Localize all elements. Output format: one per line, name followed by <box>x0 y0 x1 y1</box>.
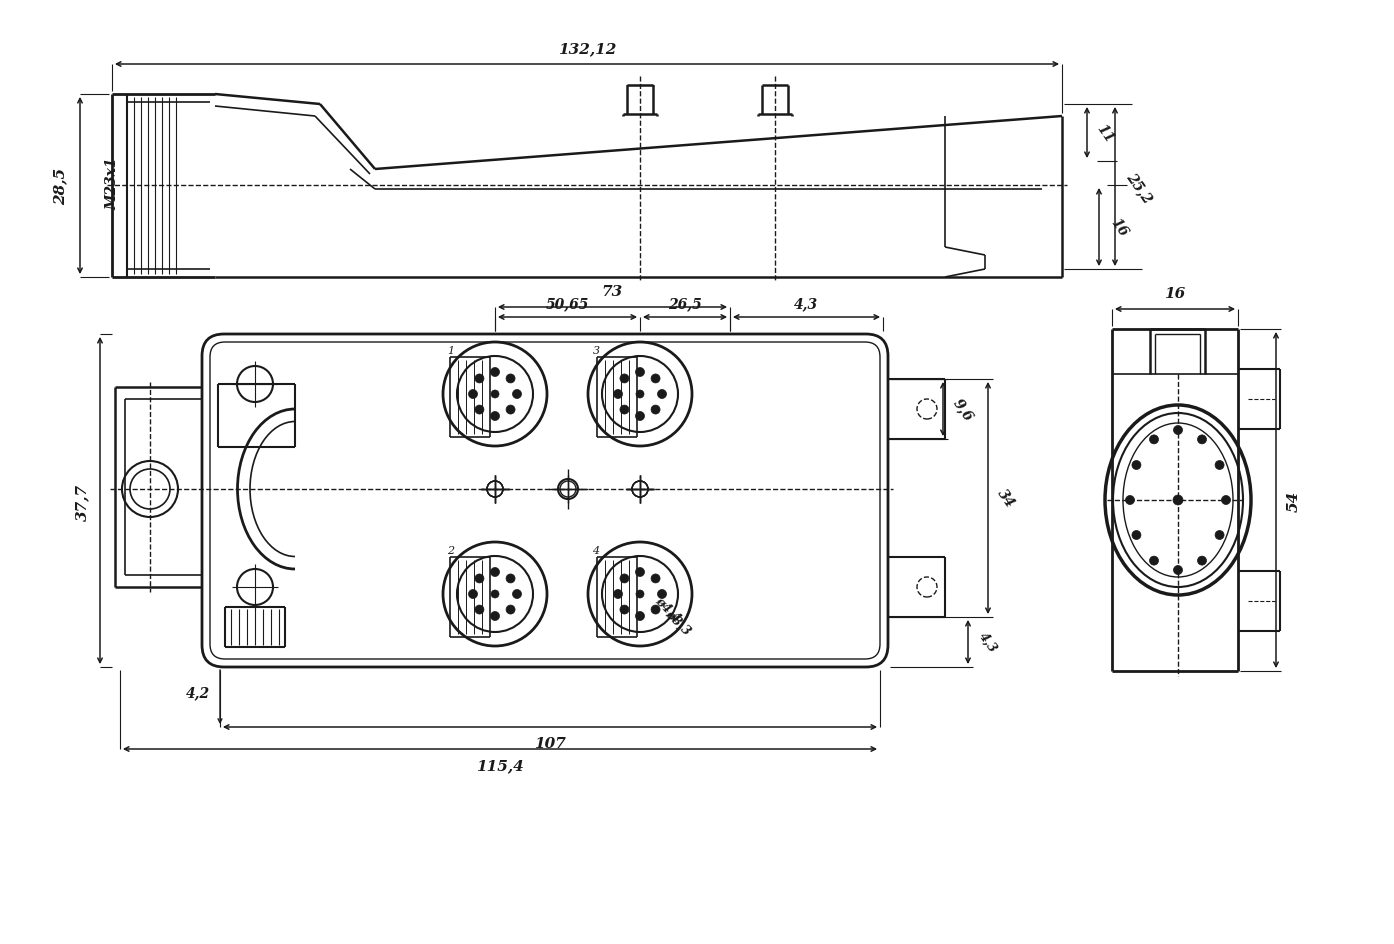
Circle shape <box>506 574 514 583</box>
Circle shape <box>651 406 659 414</box>
Text: 37,7: 37,7 <box>75 483 89 520</box>
Text: 28,5: 28,5 <box>53 167 67 204</box>
Circle shape <box>620 406 629 414</box>
Circle shape <box>636 568 644 577</box>
Circle shape <box>506 406 514 414</box>
Circle shape <box>1216 531 1224 540</box>
Circle shape <box>636 391 644 398</box>
Circle shape <box>651 605 659 615</box>
Circle shape <box>491 413 499 421</box>
Circle shape <box>1174 565 1182 575</box>
Circle shape <box>636 413 644 421</box>
Circle shape <box>491 612 499 621</box>
Circle shape <box>513 590 521 598</box>
Circle shape <box>651 574 659 583</box>
Text: 4,3: 4,3 <box>976 630 999 655</box>
Text: 54: 54 <box>1287 490 1301 511</box>
Circle shape <box>1216 461 1224 470</box>
Circle shape <box>1150 435 1158 445</box>
Circle shape <box>468 590 478 598</box>
Circle shape <box>1172 496 1184 505</box>
Text: 50,65: 50,65 <box>545 296 588 311</box>
Circle shape <box>1197 435 1206 445</box>
Circle shape <box>1150 557 1158 565</box>
Circle shape <box>651 375 659 383</box>
Circle shape <box>491 368 499 377</box>
Circle shape <box>1174 426 1182 435</box>
Circle shape <box>468 390 478 399</box>
Circle shape <box>613 590 623 598</box>
Circle shape <box>475 375 484 383</box>
Text: 73: 73 <box>601 285 623 298</box>
Text: 34: 34 <box>995 486 1018 511</box>
Text: 26,5: 26,5 <box>668 296 701 311</box>
Text: 2: 2 <box>447 546 454 555</box>
Text: ø8,3: ø8,3 <box>662 607 693 637</box>
Circle shape <box>1132 531 1140 540</box>
Circle shape <box>636 612 644 621</box>
Circle shape <box>658 390 666 399</box>
Circle shape <box>636 590 644 598</box>
Text: 4,2: 4,2 <box>185 685 210 700</box>
Text: 107: 107 <box>534 736 566 750</box>
Text: 4,3: 4,3 <box>795 296 818 311</box>
Circle shape <box>491 590 499 598</box>
Text: 3: 3 <box>592 346 599 356</box>
Text: ø4,4: ø4,4 <box>652 594 683 625</box>
Circle shape <box>658 590 666 598</box>
Text: 16: 16 <box>1164 287 1186 301</box>
Text: 11: 11 <box>1094 122 1117 145</box>
Circle shape <box>506 605 514 615</box>
Text: 4: 4 <box>592 546 599 555</box>
Circle shape <box>613 390 623 399</box>
Circle shape <box>491 391 499 398</box>
Circle shape <box>636 368 644 377</box>
Text: 9,6: 9,6 <box>951 396 976 424</box>
Text: 1: 1 <box>447 346 454 356</box>
Circle shape <box>475 574 484 583</box>
Circle shape <box>1125 496 1135 505</box>
Circle shape <box>475 406 484 414</box>
Circle shape <box>620 605 629 615</box>
Circle shape <box>1197 557 1206 565</box>
Circle shape <box>620 375 629 383</box>
Text: 132,12: 132,12 <box>558 42 616 56</box>
Circle shape <box>513 390 521 399</box>
Circle shape <box>491 568 499 577</box>
Text: M23x1: M23x1 <box>105 158 118 210</box>
Text: 16: 16 <box>1108 216 1131 240</box>
Text: 115,4: 115,4 <box>477 758 524 772</box>
Circle shape <box>620 574 629 583</box>
Circle shape <box>1132 461 1140 470</box>
Circle shape <box>506 375 514 383</box>
Circle shape <box>475 605 484 615</box>
Circle shape <box>1221 496 1231 505</box>
Text: 25,2: 25,2 <box>1124 170 1154 206</box>
